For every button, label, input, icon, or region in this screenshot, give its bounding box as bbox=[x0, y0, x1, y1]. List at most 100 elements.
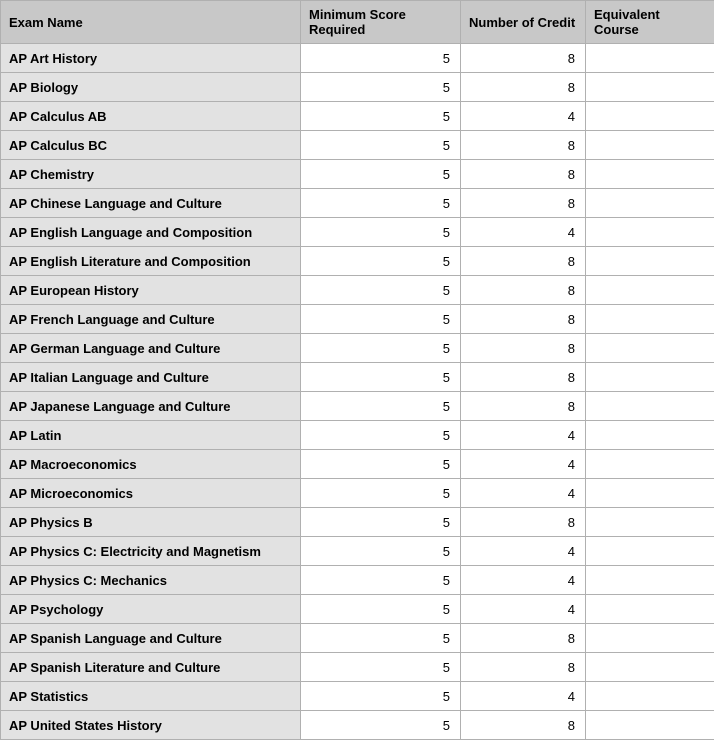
table-row: AP French Language and Culture58 bbox=[1, 305, 714, 334]
cell-score: 5 bbox=[301, 537, 461, 566]
cell-equiv bbox=[586, 595, 714, 624]
table-row: AP English Literature and Composition58 bbox=[1, 247, 714, 276]
cell-exam: AP European History bbox=[1, 276, 301, 305]
cell-exam: AP German Language and Culture bbox=[1, 334, 301, 363]
cell-equiv bbox=[586, 653, 714, 682]
cell-equiv bbox=[586, 711, 714, 740]
table-row: AP European History58 bbox=[1, 276, 714, 305]
cell-credit: 4 bbox=[461, 102, 586, 131]
cell-score: 5 bbox=[301, 595, 461, 624]
cell-equiv bbox=[586, 102, 714, 131]
cell-exam: AP Spanish Language and Culture bbox=[1, 624, 301, 653]
table-row: AP Chemistry58 bbox=[1, 160, 714, 189]
cell-exam: AP Calculus AB bbox=[1, 102, 301, 131]
cell-credit: 4 bbox=[461, 595, 586, 624]
cell-exam: AP Microeconomics bbox=[1, 479, 301, 508]
ap-credit-table: Exam Name Minimum Score Required Number … bbox=[0, 0, 714, 740]
cell-equiv bbox=[586, 392, 714, 421]
table-row: AP Psychology54 bbox=[1, 595, 714, 624]
cell-equiv bbox=[586, 276, 714, 305]
table-row: AP Latin54 bbox=[1, 421, 714, 450]
cell-equiv bbox=[586, 44, 714, 73]
cell-score: 5 bbox=[301, 421, 461, 450]
cell-score: 5 bbox=[301, 334, 461, 363]
cell-score: 5 bbox=[301, 189, 461, 218]
cell-equiv bbox=[586, 334, 714, 363]
table-row: AP Italian Language and Culture58 bbox=[1, 363, 714, 392]
table-row: AP Physics C: Electricity and Magnetism5… bbox=[1, 537, 714, 566]
cell-score: 5 bbox=[301, 102, 461, 131]
cell-score: 5 bbox=[301, 160, 461, 189]
col-header-equiv: Equivalent Course bbox=[586, 1, 714, 44]
cell-credit: 8 bbox=[461, 247, 586, 276]
table-row: AP Art History58 bbox=[1, 44, 714, 73]
cell-credit: 8 bbox=[461, 305, 586, 334]
cell-equiv bbox=[586, 363, 714, 392]
table-row: AP Chinese Language and Culture58 bbox=[1, 189, 714, 218]
cell-credit: 4 bbox=[461, 218, 586, 247]
cell-score: 5 bbox=[301, 508, 461, 537]
cell-exam: AP Italian Language and Culture bbox=[1, 363, 301, 392]
cell-exam: AP French Language and Culture bbox=[1, 305, 301, 334]
cell-equiv bbox=[586, 131, 714, 160]
cell-equiv bbox=[586, 247, 714, 276]
cell-score: 5 bbox=[301, 392, 461, 421]
cell-credit: 8 bbox=[461, 508, 586, 537]
cell-credit: 8 bbox=[461, 276, 586, 305]
cell-exam: AP Physics C: Electricity and Magnetism bbox=[1, 537, 301, 566]
cell-credit: 4 bbox=[461, 450, 586, 479]
cell-exam: AP Psychology bbox=[1, 595, 301, 624]
col-header-score: Minimum Score Required bbox=[301, 1, 461, 44]
col-header-exam: Exam Name bbox=[1, 1, 301, 44]
cell-equiv bbox=[586, 160, 714, 189]
cell-score: 5 bbox=[301, 305, 461, 334]
cell-credit: 8 bbox=[461, 44, 586, 73]
cell-exam: AP Japanese Language and Culture bbox=[1, 392, 301, 421]
cell-equiv bbox=[586, 421, 714, 450]
cell-exam: AP Latin bbox=[1, 421, 301, 450]
cell-exam: AP United States History bbox=[1, 711, 301, 740]
cell-credit: 8 bbox=[461, 392, 586, 421]
cell-exam: AP Physics C: Mechanics bbox=[1, 566, 301, 595]
cell-credit: 8 bbox=[461, 711, 586, 740]
table-row: AP German Language and Culture58 bbox=[1, 334, 714, 363]
cell-equiv bbox=[586, 450, 714, 479]
cell-exam: AP Physics B bbox=[1, 508, 301, 537]
table-row: AP Physics C: Mechanics54 bbox=[1, 566, 714, 595]
cell-exam: AP Statistics bbox=[1, 682, 301, 711]
cell-exam: AP Art History bbox=[1, 44, 301, 73]
table-row: AP Biology58 bbox=[1, 73, 714, 102]
cell-credit: 8 bbox=[461, 653, 586, 682]
table-row: AP Calculus AB54 bbox=[1, 102, 714, 131]
cell-credit: 4 bbox=[461, 682, 586, 711]
table-row: AP English Language and Composition54 bbox=[1, 218, 714, 247]
table-row: AP Statistics54 bbox=[1, 682, 714, 711]
cell-exam: AP Spanish Literature and Culture bbox=[1, 653, 301, 682]
cell-score: 5 bbox=[301, 624, 461, 653]
cell-equiv bbox=[586, 566, 714, 595]
cell-exam: AP Biology bbox=[1, 73, 301, 102]
cell-equiv bbox=[586, 508, 714, 537]
cell-equiv bbox=[586, 682, 714, 711]
col-header-credit: Number of Credit bbox=[461, 1, 586, 44]
cell-credit: 8 bbox=[461, 73, 586, 102]
cell-equiv bbox=[586, 479, 714, 508]
table-row: AP Spanish Language and Culture58 bbox=[1, 624, 714, 653]
table-row: AP Macroeconomics54 bbox=[1, 450, 714, 479]
cell-exam: AP Chemistry bbox=[1, 160, 301, 189]
cell-credit: 8 bbox=[461, 363, 586, 392]
cell-exam: AP Chinese Language and Culture bbox=[1, 189, 301, 218]
cell-credit: 8 bbox=[461, 334, 586, 363]
cell-score: 5 bbox=[301, 479, 461, 508]
cell-score: 5 bbox=[301, 276, 461, 305]
cell-credit: 4 bbox=[461, 421, 586, 450]
cell-credit: 8 bbox=[461, 131, 586, 160]
cell-exam: AP Calculus BC bbox=[1, 131, 301, 160]
cell-credit: 4 bbox=[461, 479, 586, 508]
table-row: AP Japanese Language and Culture58 bbox=[1, 392, 714, 421]
cell-exam: AP English Language and Composition bbox=[1, 218, 301, 247]
cell-credit: 4 bbox=[461, 566, 586, 595]
cell-credit: 8 bbox=[461, 160, 586, 189]
table-row: AP Calculus BC58 bbox=[1, 131, 714, 160]
cell-score: 5 bbox=[301, 711, 461, 740]
